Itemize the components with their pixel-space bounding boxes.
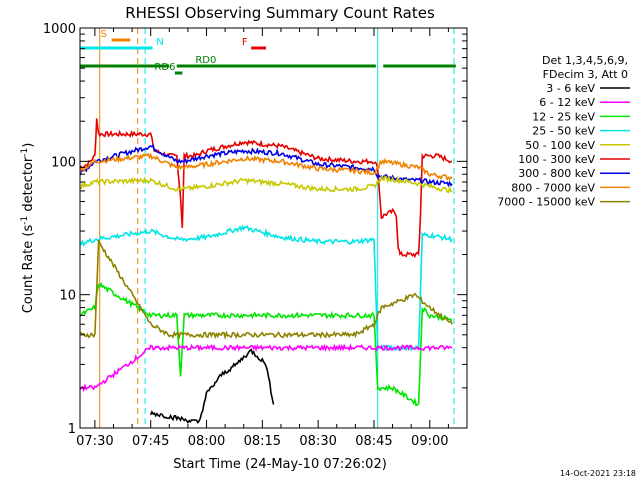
y-axis-label: Count Rate (s-1 detector-1) (20, 143, 36, 314)
series-line (80, 224, 453, 352)
series-800-7000-kev (80, 152, 453, 181)
flag-rd6-label: RD6 (154, 62, 175, 73)
legend-label-7: 300 - 800 keV (518, 167, 595, 180)
legend-label-5: 50 - 100 keV (525, 139, 595, 152)
legend-header-line-2: FDecim 3, Att 0 (543, 68, 628, 81)
legend: Det 1,3,4,5,6,9, FDecim 3, Att 0 3 - 6 k… (497, 54, 630, 209)
chart-title: RHESSI Observing Summary Count Rates (125, 4, 435, 22)
flag-rd0-label: RD0 (195, 55, 216, 66)
series-line (80, 144, 453, 188)
x-axis: 07:30 07:45 08:00 08:15 08:30 08:45 09:00 (76, 28, 468, 449)
legend-label-2: 6 - 12 keV (539, 96, 595, 109)
x-axis-label: Start Time (24-May-10 07:26:02) (173, 457, 387, 472)
series-line (80, 118, 453, 259)
series-50-100-kev (80, 175, 453, 194)
series-line (80, 152, 453, 181)
flag-f-label: F (242, 37, 248, 48)
legend-label-3: 12 - 25 keV (532, 110, 595, 123)
x-tick-label-07:45: 07:45 (132, 434, 169, 449)
flag-n-label: N (156, 37, 163, 48)
legend-label-8: 800 - 7000 keV (511, 181, 595, 194)
legend-label-1: 3 - 6 keV (546, 82, 595, 95)
y-tick-label-1: 1 (68, 422, 76, 437)
series-line (80, 239, 453, 340)
legend-label-6: 100 - 300 keV (518, 153, 595, 166)
series-25-50-kev (80, 224, 453, 352)
flag-s-label: S (100, 29, 106, 40)
series-line (149, 348, 275, 424)
x-tick-label-08:30: 08:30 (299, 434, 336, 449)
series-3-6-kev (149, 348, 275, 424)
plot-frame (79, 27, 468, 429)
series-line (80, 175, 453, 194)
x-tick-label-08:45: 08:45 (355, 434, 392, 449)
y-tick-label-10: 10 (59, 289, 76, 304)
x-tick-label-09:00: 09:00 (411, 434, 448, 449)
series-100-300-kev (80, 118, 453, 259)
series-300-800-kev (80, 144, 453, 188)
series-line (80, 343, 453, 393)
x-tick-label-07:30: 07:30 (76, 434, 113, 449)
legend-header-line-1: Det 1,3,4,5,6,9, (542, 54, 628, 67)
legend-label-4: 25 - 50 keV (532, 125, 595, 138)
timestamp: 14-Oct-2021 23:18 (560, 469, 636, 478)
y-tick-label-100: 100 (51, 155, 76, 170)
x-tick-label-08:15: 08:15 (244, 434, 281, 449)
series-6-12-kev (80, 343, 453, 393)
y-axis: 1 10 100 1000 (43, 22, 467, 437)
y-tick-label-1000: 1000 (43, 22, 76, 37)
x-tick-label-08:00: 08:00 (188, 434, 225, 449)
plot-area (80, 28, 456, 428)
legend-label-9: 7000 - 15000 keV (497, 196, 595, 209)
series-7000-15000-kev (80, 239, 453, 340)
